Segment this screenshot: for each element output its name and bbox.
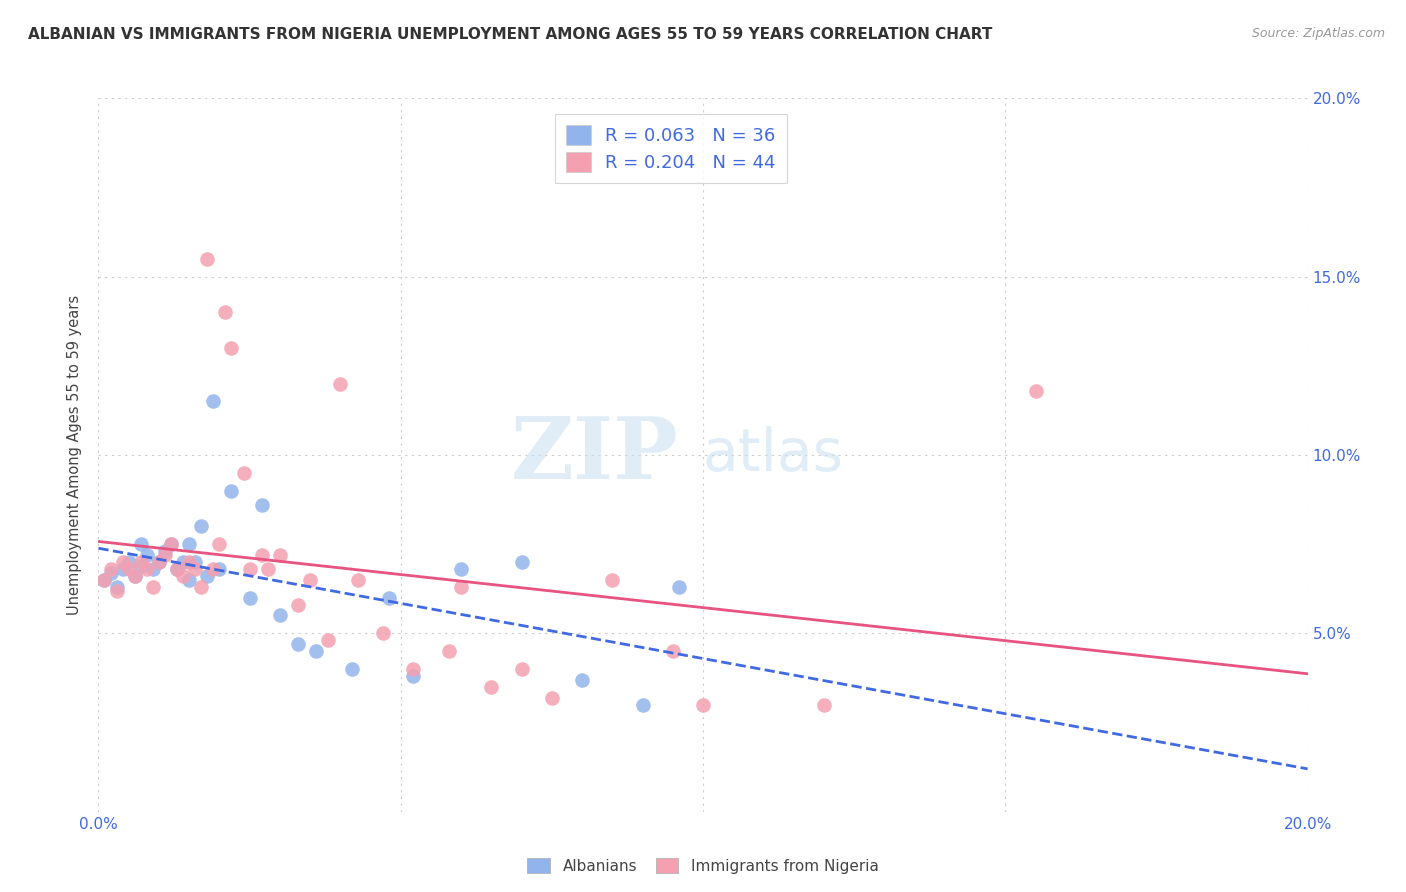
Point	[195, 569, 218, 583]
Point	[481, 680, 503, 694]
Point	[540, 690, 562, 705]
Point	[111, 555, 134, 569]
Point	[287, 598, 309, 612]
Point	[299, 573, 322, 587]
Point	[250, 548, 273, 562]
Point	[221, 483, 243, 498]
Point	[124, 569, 146, 583]
Point	[250, 498, 273, 512]
Point	[202, 562, 225, 576]
Point	[179, 573, 201, 587]
Point	[239, 591, 262, 605]
Point	[450, 580, 472, 594]
Point	[256, 562, 278, 576]
Point	[668, 580, 690, 594]
Point	[184, 555, 207, 569]
Point	[662, 644, 685, 658]
Point	[813, 698, 835, 712]
Point	[510, 662, 533, 676]
Point	[105, 583, 128, 598]
Point	[190, 580, 212, 594]
Point	[148, 555, 170, 569]
Point	[172, 555, 194, 569]
Point	[602, 573, 624, 587]
Point	[135, 562, 157, 576]
Text: ZIP: ZIP	[510, 413, 679, 497]
Point	[195, 252, 218, 266]
Point	[631, 698, 654, 712]
Point	[208, 537, 231, 551]
Point	[377, 591, 399, 605]
Point	[342, 662, 364, 676]
Point	[124, 569, 146, 583]
Text: Source: ZipAtlas.com: Source: ZipAtlas.com	[1251, 27, 1385, 40]
Point	[118, 555, 141, 569]
Point	[172, 569, 194, 583]
Point	[347, 573, 370, 587]
Point	[450, 562, 472, 576]
Point	[93, 573, 115, 587]
Point	[329, 376, 352, 391]
Point	[269, 548, 291, 562]
Point	[118, 562, 141, 576]
Point	[105, 580, 128, 594]
Point	[160, 537, 183, 551]
Point	[402, 669, 425, 683]
Point	[142, 562, 165, 576]
Point	[208, 562, 231, 576]
Point	[166, 562, 188, 576]
Point	[142, 580, 165, 594]
Text: atlas: atlas	[703, 426, 844, 483]
Point	[93, 573, 115, 587]
Y-axis label: Unemployment Among Ages 55 to 59 years: Unemployment Among Ages 55 to 59 years	[67, 295, 83, 615]
Point	[202, 394, 225, 409]
Legend: R = 0.063   N = 36, R = 0.204   N = 44: R = 0.063 N = 36, R = 0.204 N = 44	[555, 114, 787, 183]
Point	[316, 633, 339, 648]
Point	[269, 608, 291, 623]
Point	[510, 555, 533, 569]
Point	[160, 537, 183, 551]
Point	[179, 537, 201, 551]
Point	[232, 466, 254, 480]
Point	[179, 555, 201, 569]
Point	[100, 566, 122, 580]
Point	[111, 562, 134, 576]
Point	[148, 555, 170, 569]
Point	[371, 626, 394, 640]
Point	[571, 673, 593, 687]
Point	[184, 562, 207, 576]
Point	[129, 555, 152, 569]
Point	[153, 548, 176, 562]
Point	[214, 305, 236, 319]
Point	[692, 698, 714, 712]
Point	[166, 562, 188, 576]
Point	[129, 537, 152, 551]
Point	[287, 637, 309, 651]
Point	[135, 548, 157, 562]
Point	[129, 558, 152, 573]
Point	[239, 562, 262, 576]
Text: ALBANIAN VS IMMIGRANTS FROM NIGERIA UNEMPLOYMENT AMONG AGES 55 TO 59 YEARS CORRE: ALBANIAN VS IMMIGRANTS FROM NIGERIA UNEM…	[28, 27, 993, 42]
Legend: Albanians, Immigrants from Nigeria: Albanians, Immigrants from Nigeria	[522, 852, 884, 880]
Point	[1024, 384, 1046, 398]
Point	[437, 644, 460, 658]
Point	[100, 562, 122, 576]
Point	[190, 519, 212, 533]
Point	[153, 544, 176, 558]
Point	[305, 644, 328, 658]
Point	[402, 662, 425, 676]
Point	[221, 341, 243, 355]
